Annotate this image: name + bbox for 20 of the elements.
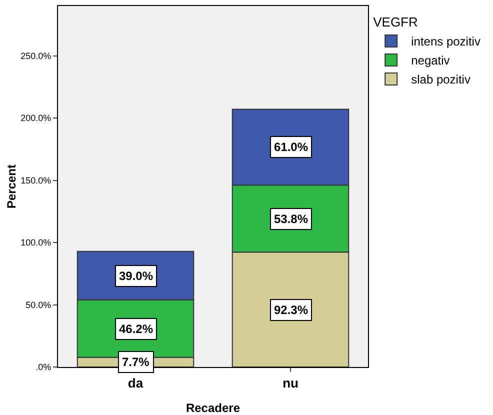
y-tick-label: 100.0%	[20, 238, 52, 248]
legend-label: slab pozitiv	[411, 72, 470, 87]
x-tick-label: nu	[282, 376, 298, 391]
data-label: 61.0%	[274, 140, 308, 154]
data-label: 7.7%	[122, 355, 150, 369]
legend-title: VEGFR	[373, 14, 418, 30]
data-label: 53.8%	[274, 212, 308, 226]
y-tick-label: 200.0%	[20, 113, 52, 124]
data-label: 92.3%	[274, 303, 308, 317]
data-label: 39.0%	[119, 269, 154, 283]
y-tick-label: 50.0%	[26, 300, 52, 310]
y-tick-label: .0%	[36, 362, 52, 372]
y-tick-label: 250.0%	[20, 50, 52, 61]
x-axis-title: Recadere	[186, 401, 240, 415]
y-tick-label: 150.0%	[20, 175, 52, 186]
x-tick-label: da	[128, 376, 144, 391]
legend-label: intens pozitiv	[411, 34, 480, 49]
legend-label: negativ	[411, 54, 450, 68]
y-axis-title: Percent	[4, 164, 19, 209]
data-label: 46.2%	[119, 322, 154, 336]
